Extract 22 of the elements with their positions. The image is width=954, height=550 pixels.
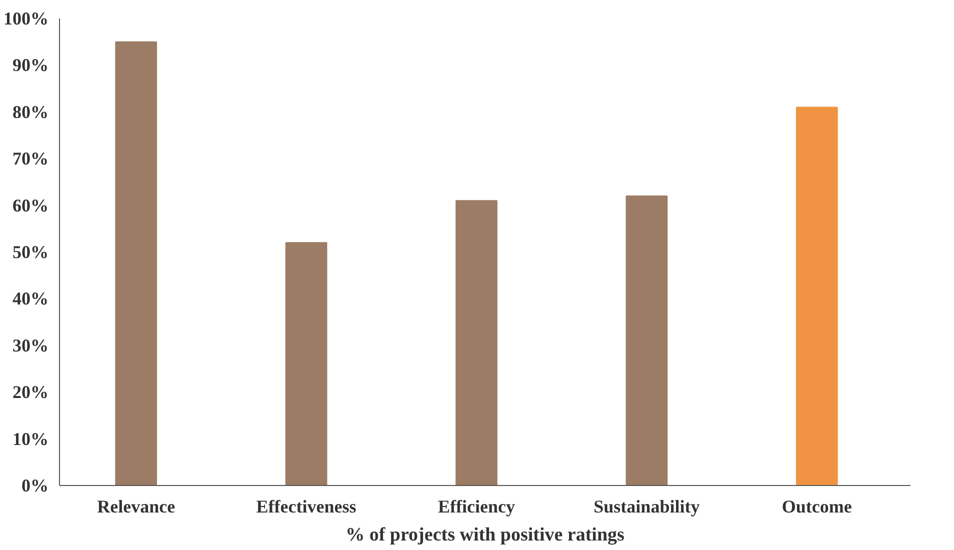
bar (115, 41, 158, 486)
y-tick-label: 20% (12, 382, 48, 402)
bar (456, 200, 498, 486)
x-tick-label: Sustainability (594, 496, 700, 516)
y-tick-label: 70% (12, 148, 48, 169)
y-tick-label: 40% (12, 288, 48, 309)
y-tick-label: 80% (12, 102, 48, 122)
x-tick-label: Relevance (97, 496, 176, 516)
bar (285, 242, 328, 486)
y-tick-label: 90% (12, 55, 48, 76)
y-tick-label: 50% (12, 242, 48, 262)
y-tick-label: 0% (22, 476, 48, 496)
x-tick-label: Efficiency (438, 496, 515, 516)
y-tick-label: 60% (12, 195, 48, 216)
bar (626, 195, 668, 486)
y-tick-label: 30% (12, 335, 48, 356)
y-tick-label: 100% (4, 8, 48, 28)
y-tick-label: 10% (12, 428, 48, 449)
x-tick-label: Effectiveness (256, 496, 356, 516)
x-axis-title: % of projects with positive ratings (346, 524, 624, 546)
x-tick-label: Outcome (782, 496, 852, 516)
bar (796, 106, 838, 486)
